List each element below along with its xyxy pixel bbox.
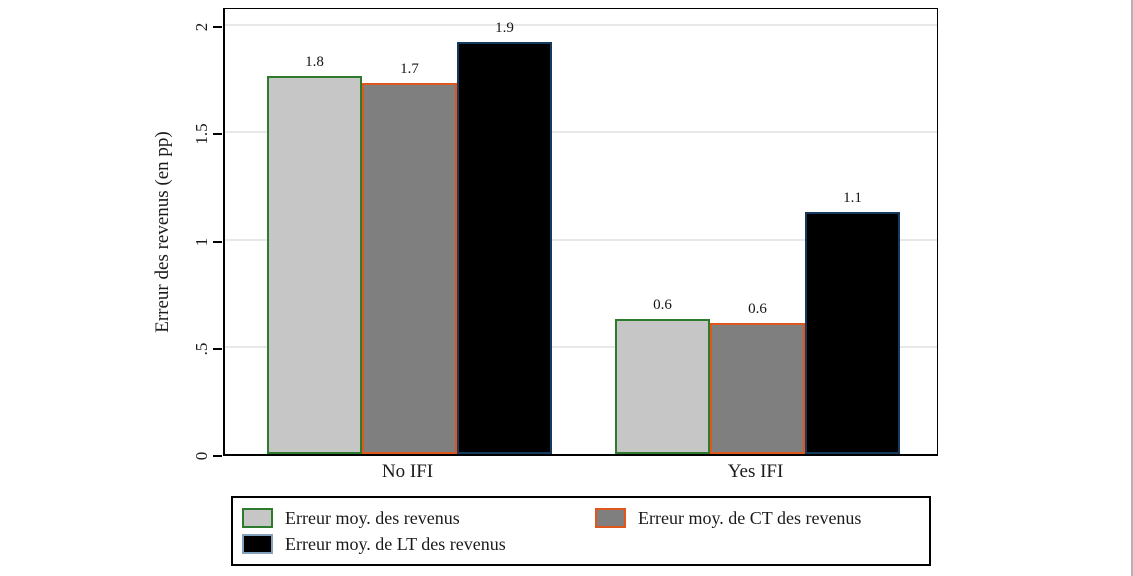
y-tick-mark xyxy=(213,133,222,136)
bar-value-label: 0.6 xyxy=(653,297,672,313)
y-axis-title: Erreur des revenus (en pp) xyxy=(152,131,173,333)
legend-item: Erreur moy. de CT des revenus xyxy=(595,508,929,529)
x-category-label: No IFI xyxy=(381,461,434,482)
legend-swatch xyxy=(242,534,273,554)
y-tick-label: 1.5 xyxy=(192,123,211,145)
gridline xyxy=(225,24,937,26)
legend-item: Erreur moy. des revenus xyxy=(242,508,595,529)
bar xyxy=(805,212,900,454)
bar-value-label: 0.6 xyxy=(748,301,767,317)
gridline xyxy=(225,131,937,134)
bar-value-label: 1.8 xyxy=(305,54,324,70)
bar xyxy=(710,323,805,454)
x-category-label: Yes IFI xyxy=(727,461,784,482)
y-tick-label: 2 xyxy=(192,22,211,32)
plot-area: 1.8 0.6 1.7 0.6 1.9 1.1 xyxy=(223,8,938,456)
y-tick-mark xyxy=(213,347,222,350)
gridline xyxy=(225,238,937,241)
gridline xyxy=(225,345,937,348)
frame-edge xyxy=(1131,0,1133,576)
bar xyxy=(615,319,710,454)
legend-label: Erreur moy. de LT des revenus xyxy=(285,533,506,554)
legend-label: Erreur moy. des revenus xyxy=(285,507,460,528)
y-tick-mark xyxy=(213,240,222,243)
y-tick-label: 1 xyxy=(192,237,211,246)
bar xyxy=(267,76,362,454)
y-tick-label: 0 xyxy=(192,451,211,461)
bar-value-label: 1.7 xyxy=(400,61,419,77)
bar-value-label: 1.9 xyxy=(495,20,514,36)
bar xyxy=(362,83,457,454)
bar-value-label: 1.1 xyxy=(843,190,862,206)
y-tick-label: .5 xyxy=(192,342,211,356)
bar xyxy=(457,42,552,454)
legend-label: Erreur moy. de CT des revenus xyxy=(638,507,862,528)
y-tick-mark xyxy=(213,26,222,28)
legend: Erreur moy. des revenus Erreur moy. de CT… xyxy=(231,496,931,566)
y-tick-mark xyxy=(213,455,222,457)
legend-swatch xyxy=(595,508,626,528)
legend-swatch xyxy=(242,508,273,528)
legend-item: Erreur moy. de LT des revenus xyxy=(242,534,595,555)
